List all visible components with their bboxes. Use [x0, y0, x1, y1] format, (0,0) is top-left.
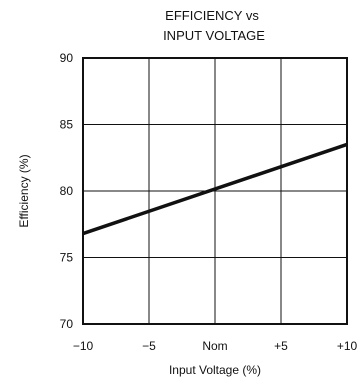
y-axis-label: Efficiency (%) [17, 154, 31, 227]
grid-lines [83, 58, 347, 324]
x-tick-labels: −10 −5 Nom +5 +10 [73, 339, 358, 353]
series-line [82, 142, 348, 236]
x-tick-label: +10 [337, 339, 358, 353]
x-tick-label: Nom [202, 339, 227, 353]
y-tick-label: 85 [60, 118, 74, 132]
x-tick-label: +5 [274, 339, 288, 353]
series-layer [82, 142, 348, 236]
y-tick-label: 70 [60, 317, 74, 331]
y-tick-labels: 70 75 80 85 90 [60, 51, 74, 331]
chart-title-line-2: INPUT VOLTAGE [163, 28, 265, 43]
plot-frame [82, 57, 348, 325]
x-tick-label: −10 [73, 339, 94, 353]
y-tick-label: 90 [60, 51, 74, 65]
x-tick-label: −5 [142, 339, 156, 353]
y-tick-label: 80 [60, 184, 74, 198]
y-tick-label: 75 [60, 251, 74, 265]
x-axis-label: Input Voltage (%) [169, 363, 261, 377]
chart-title-line-1: EFFICIENCY vs [165, 8, 259, 23]
